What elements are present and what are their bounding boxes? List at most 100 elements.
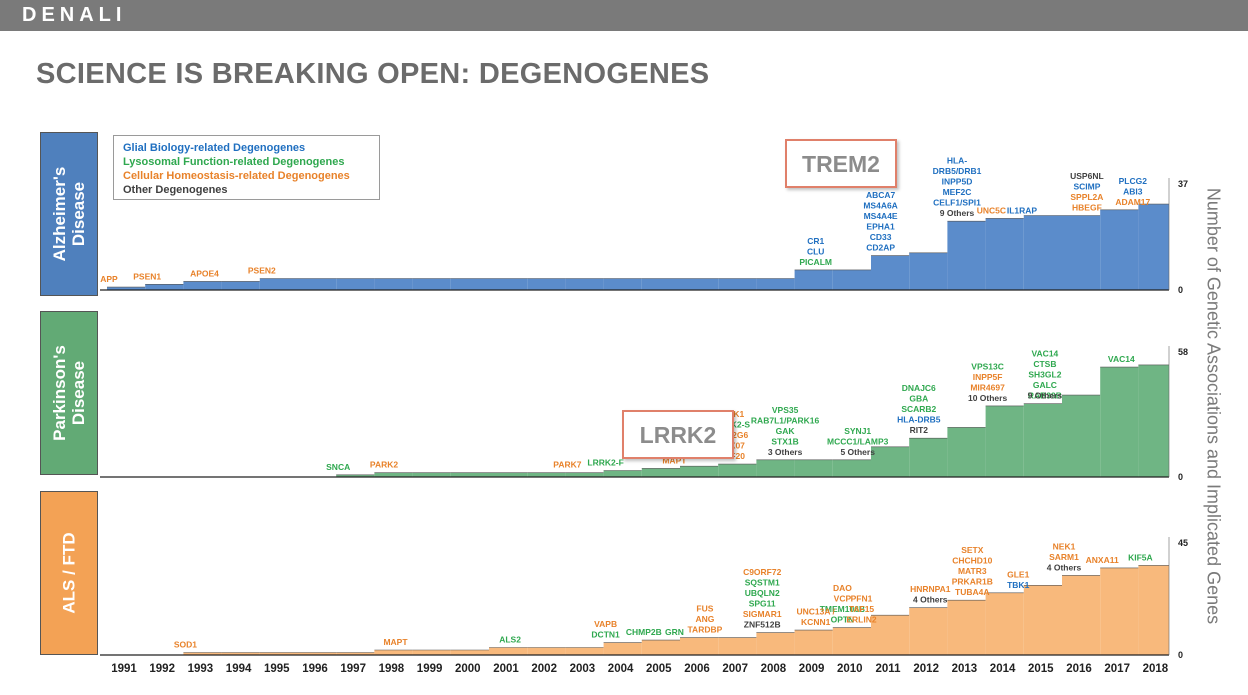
gene-label: ABI3	[1123, 186, 1143, 196]
gene-label: CD33	[870, 232, 892, 242]
step-bar	[527, 472, 566, 477]
gene-label: DAO	[833, 583, 852, 593]
gene-label: PARK2	[370, 460, 398, 470]
gene-label: SPG11	[749, 599, 776, 609]
year-tick-label: 2008	[761, 663, 787, 675]
step-bar	[183, 281, 222, 290]
step-bar	[221, 652, 260, 655]
gene-label: VPS13C	[971, 361, 1004, 371]
step-bar	[1100, 567, 1139, 655]
step-bar	[985, 592, 1024, 655]
step-bar	[1100, 367, 1139, 477]
step-bar	[145, 284, 184, 290]
panel-label-alzheimers: Alzheimer's Disease	[40, 132, 98, 296]
panel-label-als-ftd: ALS / FTD	[40, 491, 98, 655]
step-bar	[1138, 204, 1169, 290]
year-tick-label: 2018	[1143, 663, 1169, 675]
step-bar	[909, 438, 948, 477]
gene-label: VPS35	[772, 405, 799, 415]
step-bar	[794, 459, 833, 477]
gene-label: PLCG2	[1119, 176, 1148, 186]
gene-label: MEF2C	[943, 187, 972, 197]
gene-label: APP	[100, 274, 118, 284]
gene-label: HBEGF	[1072, 203, 1102, 213]
year-tick-label: 1998	[379, 663, 405, 675]
step-bar	[871, 446, 910, 477]
step-bar	[1023, 215, 1062, 290]
step-bar	[947, 600, 986, 655]
gene-label: 5 Others	[840, 447, 875, 457]
gene-label: MS4A4E	[864, 211, 898, 221]
gene-label: MIR4697	[970, 382, 1005, 392]
gene-label: PRKAR1B	[952, 577, 993, 587]
page-title: SCIENCE IS BREAKING OPEN: DEGENOGENES	[36, 58, 710, 90]
gene-label: STX1B	[771, 436, 798, 446]
step-bar	[1062, 395, 1101, 477]
step-bar	[374, 278, 413, 290]
step-bar	[450, 650, 489, 655]
step-bar	[489, 278, 528, 290]
step-bar	[450, 278, 489, 290]
step-bar	[832, 269, 871, 290]
gene-label: TMEM106B	[820, 604, 865, 614]
year-tick-label: 2001	[493, 663, 519, 675]
gene-label: ANXA11	[1086, 555, 1119, 565]
step-bar	[794, 269, 833, 290]
year-tick-label: 1995	[264, 663, 290, 675]
gene-label: SOD1	[174, 640, 197, 650]
year-tick-label: 1999	[417, 663, 443, 675]
step-bar	[680, 637, 719, 655]
legend-item-lysosomal: Lysosomal Function-related Degenogenes	[123, 156, 345, 168]
year-tick-label: 1991	[111, 663, 137, 675]
gene-label: SYNJ1	[844, 426, 871, 436]
gene-label: RAB39B	[1028, 391, 1062, 401]
year-tick-label: 2013	[952, 663, 978, 675]
gene-label: OPTN	[831, 615, 855, 625]
y-min-label: 0	[1178, 650, 1183, 660]
gene-label: UNC5C	[977, 205, 1006, 215]
gene-label: GALC	[1033, 380, 1057, 390]
step-bar	[603, 470, 642, 477]
step-bar	[756, 459, 795, 477]
gene-label: SIGMAR1	[743, 609, 782, 619]
year-tick-label: 2016	[1066, 663, 1092, 675]
gene-label: HLA-	[947, 156, 967, 166]
gene-label: DRB5/DRB1	[933, 166, 982, 176]
gene-label: VAC14	[1032, 349, 1059, 359]
step-bar	[1062, 575, 1101, 655]
y-max-label: 58	[1178, 347, 1188, 357]
step-bar	[1023, 403, 1062, 477]
year-tick-label: 2003	[570, 663, 596, 675]
gene-label: VAPB	[594, 619, 617, 629]
gene-label: IL1RAP	[1007, 205, 1038, 215]
gene-label: PARK7	[553, 460, 581, 470]
year-tick-label: 2012	[913, 663, 939, 675]
step-bar	[412, 650, 451, 655]
y-max-label: 37	[1178, 179, 1188, 189]
gene-label: GLE1	[1007, 569, 1029, 579]
year-tick-label: 1992	[149, 663, 175, 675]
y-min-label: 0	[1178, 472, 1183, 482]
step-bar	[947, 221, 986, 290]
gene-label: DNAJC6	[902, 383, 936, 393]
step-bar	[1023, 585, 1062, 655]
step-bar	[680, 466, 719, 477]
gene-label: CHMP2B	[626, 627, 662, 637]
step-bar	[718, 637, 757, 655]
step-bar	[603, 642, 642, 655]
step-bar	[374, 650, 413, 655]
step-bar	[527, 647, 566, 655]
gene-label: KCNN1	[801, 617, 831, 627]
chart-legend: Glial Biology-related Degenogenes Lysoso…	[113, 135, 380, 200]
step-bar	[1138, 565, 1169, 655]
step-bar	[298, 652, 337, 655]
gene-label: CD2AP	[866, 243, 895, 253]
legend-item-other: Other Degenogenes	[123, 184, 228, 196]
gene-label: PSEN2	[248, 266, 276, 276]
x-axis: 1991 1992 1993 1994 1995 1996 1997 1998 1999 2000…	[111, 663, 1169, 675]
year-tick-label: 1993	[188, 663, 214, 675]
gene-label: SCIMP	[1073, 182, 1100, 192]
step-bar	[336, 474, 375, 477]
gene-label: ADAM17	[1115, 197, 1150, 207]
